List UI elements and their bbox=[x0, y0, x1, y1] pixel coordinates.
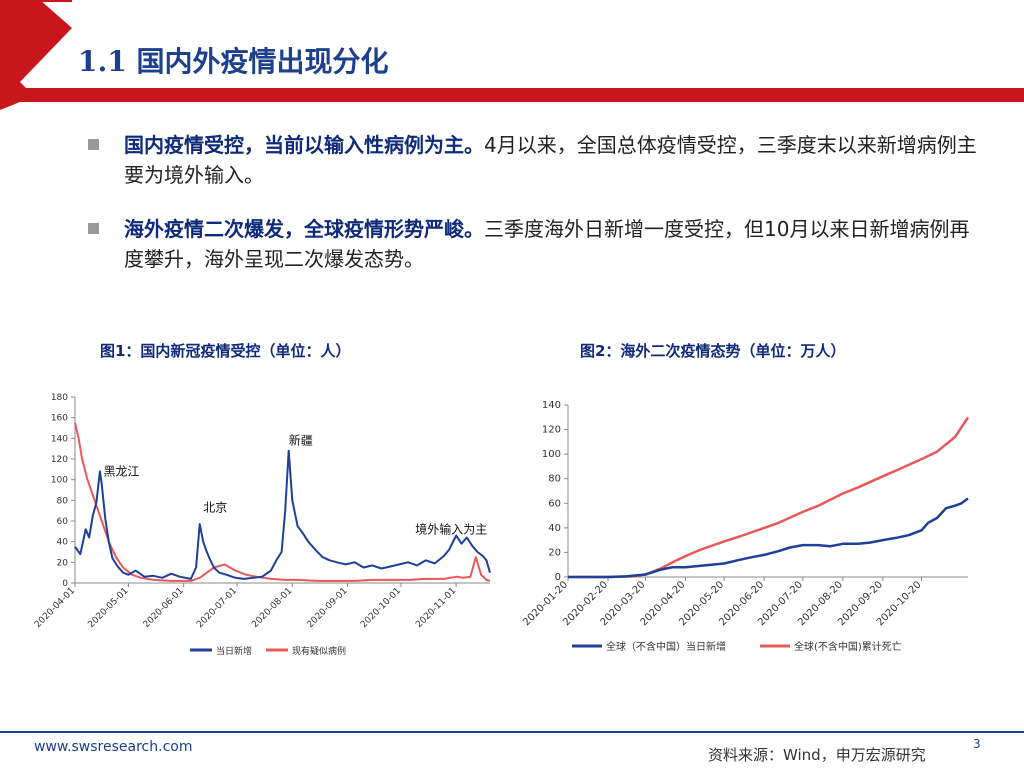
y-tick-label: 120 bbox=[51, 455, 68, 465]
bullet-bold-text: 海外疫情二次爆发，全球疫情形势严峻。 bbox=[124, 217, 484, 241]
series-line-blue bbox=[74, 449, 491, 580]
y-tick-label: 100 bbox=[51, 476, 68, 486]
x-tick-label: 2020-09-01 bbox=[306, 586, 350, 630]
y-tick-label: 40 bbox=[548, 523, 561, 534]
bullet-text: 4月以来，全国总体疫情受控，三季度末以来新增病例主要为境外输入。 bbox=[124, 133, 977, 187]
bullet-square-icon bbox=[88, 223, 99, 234]
y-tick-label: 60 bbox=[57, 517, 69, 527]
x-tick-label: 2020-08-01 bbox=[250, 586, 294, 630]
y-tick-label: 180 bbox=[51, 393, 68, 403]
legend-label: 现有疑似病例 bbox=[292, 645, 346, 657]
y-tick-label: 160 bbox=[51, 414, 68, 424]
bullet-item-1: 国内疫情受控，当前以输入性病例为主。4月以来，全国总体疫情受控，三季度末以来新增… bbox=[88, 130, 988, 190]
y-tick-label: 80 bbox=[548, 474, 561, 485]
y-tick-label: 0 bbox=[62, 579, 68, 589]
x-tick-label: 2020-11-01 bbox=[414, 586, 458, 630]
page-title: 1.1 国内外疫情出现分化 bbox=[78, 45, 389, 78]
header-banner bbox=[0, 0, 1024, 110]
bullet-square-icon bbox=[88, 139, 99, 150]
y-tick-label: 140 bbox=[542, 400, 561, 411]
chart-annotation: 黑龙江 bbox=[103, 465, 139, 479]
bullet-item-2: 海外疫情二次爆发，全球疫情形势严峻。三季度海外日新增一度受控，但10月以来日新增… bbox=[88, 214, 988, 274]
legend-label: 全球(不含中国)累计死亡 bbox=[794, 640, 902, 653]
chart-annotation: 新疆 bbox=[289, 433, 313, 448]
footer-divider bbox=[0, 731, 1024, 733]
x-tick-label: 2020-05-01 bbox=[86, 586, 130, 630]
y-tick-label: 120 bbox=[542, 425, 561, 436]
chart-annotation: 北京 bbox=[203, 501, 227, 515]
chart-1-caption: 图1：国内新冠疫情受控（单位：人） bbox=[100, 342, 351, 360]
y-tick-label: 80 bbox=[57, 496, 69, 506]
y-tick-label: 140 bbox=[51, 434, 68, 444]
chart-2-overseas: 0204060801001201402020-01-202020-02-2020… bbox=[521, 400, 970, 653]
bullet-bold-text: 国内疫情受控，当前以输入性病例为主。 bbox=[124, 133, 484, 157]
series-line-red bbox=[74, 422, 491, 582]
y-tick-label: 100 bbox=[542, 449, 561, 460]
x-tick-label: 2020-07-01 bbox=[195, 586, 239, 630]
y-tick-label: 20 bbox=[548, 547, 561, 558]
bullet-text: 三季度海外日新增一度受控，但10月以来日新增病例再度攀升，海外呈现二次爆发态势。 bbox=[124, 217, 970, 271]
y-tick-label: 0 bbox=[555, 572, 561, 583]
y-tick-label: 20 bbox=[57, 558, 69, 568]
series-line-blue bbox=[568, 497, 969, 579]
x-tick-label: 2020-06-01 bbox=[142, 586, 186, 630]
chart-2-caption: 图2：海外二次疫情态势（单位：万人） bbox=[580, 342, 846, 360]
page-number: 3 bbox=[973, 737, 981, 751]
x-tick-label: 2020-10-01 bbox=[359, 586, 403, 630]
footer-url-link[interactable]: www.swsresearch.com bbox=[34, 739, 193, 755]
chart-annotation: 境外输入为主 bbox=[415, 521, 487, 536]
x-tick-label: 2020-04-01 bbox=[33, 586, 77, 630]
y-tick-label: 60 bbox=[548, 498, 561, 509]
legend-label: 全球（不含中国）当日新增 bbox=[606, 640, 726, 653]
y-tick-label: 40 bbox=[57, 538, 69, 548]
legend-label: 当日新增 bbox=[216, 645, 252, 657]
footer-source: 资料来源：Wind，申万宏源研究 bbox=[708, 746, 926, 764]
